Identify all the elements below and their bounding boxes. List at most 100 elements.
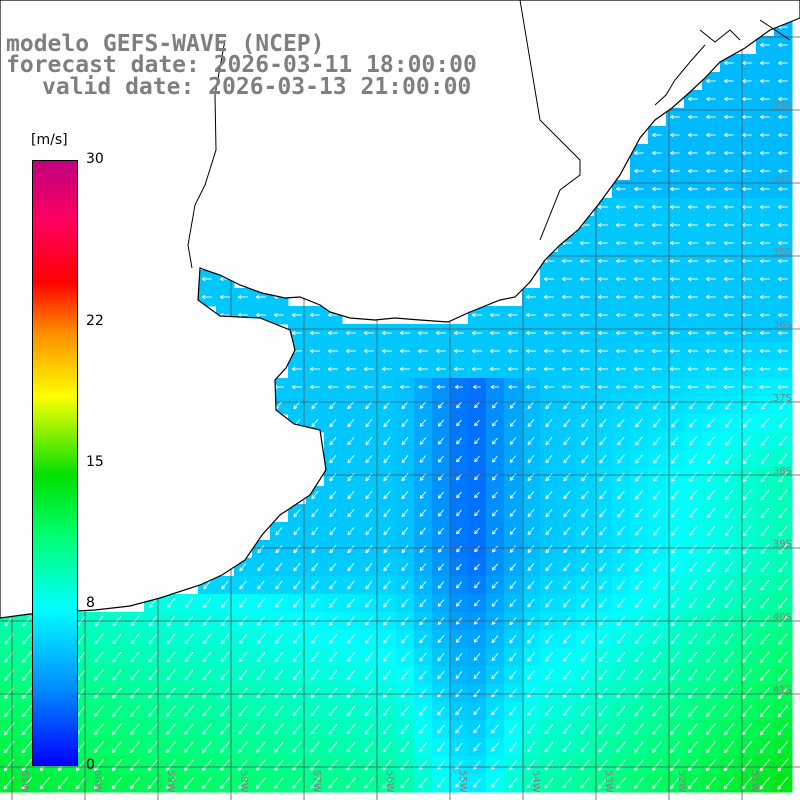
wind-arrow (543, 330, 554, 336)
wind-arrow (635, 472, 643, 482)
wind-arrow (545, 418, 553, 428)
wind-arrow (309, 348, 320, 354)
wind-arrow (491, 401, 498, 409)
wind-arrow (256, 777, 266, 789)
wind-arrow (419, 563, 427, 571)
wind-arrow (202, 759, 212, 771)
wind-arrow (184, 669, 194, 681)
wind-arrow (669, 759, 680, 771)
wind-arrow (562, 688, 572, 698)
wind-arrow (130, 723, 140, 735)
wind-arrow (419, 599, 427, 608)
wind-arrow (184, 705, 194, 717)
wind-arrow (777, 348, 789, 354)
wind-arrow (778, 78, 788, 84)
wind-arrow (617, 418, 625, 428)
wind-arrow (22, 633, 32, 645)
wind-arrow (671, 418, 679, 428)
wind-arrow (579, 312, 590, 318)
wind-arrow (473, 599, 480, 607)
wind-arrow (274, 598, 283, 608)
wind-arrow (365, 526, 373, 536)
wind-arrow (310, 670, 320, 681)
wind-arrow (742, 96, 752, 102)
wind-arrow (634, 669, 644, 681)
wind-arrow (705, 758, 717, 772)
wind-arrow (166, 687, 176, 699)
wind-arrow (706, 472, 716, 482)
wind-arrow (166, 633, 176, 645)
wind-arrow (346, 652, 356, 662)
wind-arrow (292, 741, 302, 753)
wind-arrow (635, 418, 643, 428)
wind-arrow (670, 114, 680, 120)
wind-arrow (329, 580, 337, 590)
wind-arrow (777, 669, 788, 682)
wind-arrow (256, 687, 266, 699)
wind-arrow (581, 526, 589, 536)
wind-arrow (579, 366, 590, 372)
wind-arrow (670, 508, 679, 518)
wind-arrow (184, 759, 194, 771)
wind-arrow (706, 651, 716, 663)
lon-label: 56W (384, 770, 395, 793)
wind-arrow (705, 258, 716, 264)
wind-arrow (760, 525, 770, 537)
wind-arrow (742, 489, 752, 501)
wind-arrow (256, 705, 266, 717)
wind-arrow (456, 509, 462, 517)
wind-arrow (617, 508, 625, 518)
wind-arrow (742, 471, 752, 483)
wind-arrow (21, 758, 33, 772)
wind-arrow (328, 634, 338, 644)
wind-arrow (653, 544, 661, 554)
wind-arrow (401, 491, 409, 500)
colorbar-unit: [m/s] (31, 132, 68, 148)
wind-arrow (57, 776, 69, 790)
wind-arrow (418, 384, 428, 390)
wind-arrow (455, 742, 463, 752)
wind-arrow (615, 276, 626, 282)
wind-arrow (347, 400, 355, 410)
wind-arrow (183, 777, 194, 789)
wind-arrow (652, 132, 662, 138)
wind-arrow (579, 258, 590, 264)
wind-arrow (545, 562, 553, 572)
wind-arrow (364, 634, 373, 644)
wind-arrow (527, 545, 535, 554)
wind-arrow (580, 652, 590, 662)
wind-arrow (238, 669, 248, 681)
wind-arrow (364, 777, 374, 789)
wind-arrow (760, 78, 770, 84)
wind-arrow (21, 776, 33, 790)
wind-arrow (687, 204, 698, 210)
wind-arrow (256, 759, 266, 771)
wind-arrow (453, 366, 464, 372)
wind-arrow (202, 687, 212, 699)
wind-arrow (760, 471, 770, 483)
wind-arrow (75, 759, 87, 772)
wind-arrow (742, 132, 752, 138)
wind-arrow (543, 348, 554, 354)
wind-arrow (598, 723, 608, 735)
wind-arrow (635, 454, 643, 464)
longitude-labels: 61W 60W 59W 58W 57W 56W 55W 54W 53W 52W 51W (19, 770, 760, 793)
wind-arrow (742, 561, 752, 573)
wind-arrow (311, 526, 319, 536)
wind-arrow (597, 366, 608, 372)
wind-arrow (616, 652, 626, 663)
lat-label: 38S (773, 466, 792, 477)
wind-arrow (491, 742, 499, 752)
wind-arrow (526, 706, 536, 716)
wind-arrow (653, 418, 661, 428)
wind-arrow (705, 348, 717, 354)
wind-arrow (599, 400, 607, 410)
wind-arrow (759, 276, 770, 282)
wind-arrow (238, 759, 248, 771)
wind-arrow (688, 705, 698, 717)
wind-arrow (652, 580, 662, 590)
wind-arrow (653, 490, 661, 500)
wind-arrow (706, 186, 716, 192)
wind-arrow (651, 312, 662, 318)
